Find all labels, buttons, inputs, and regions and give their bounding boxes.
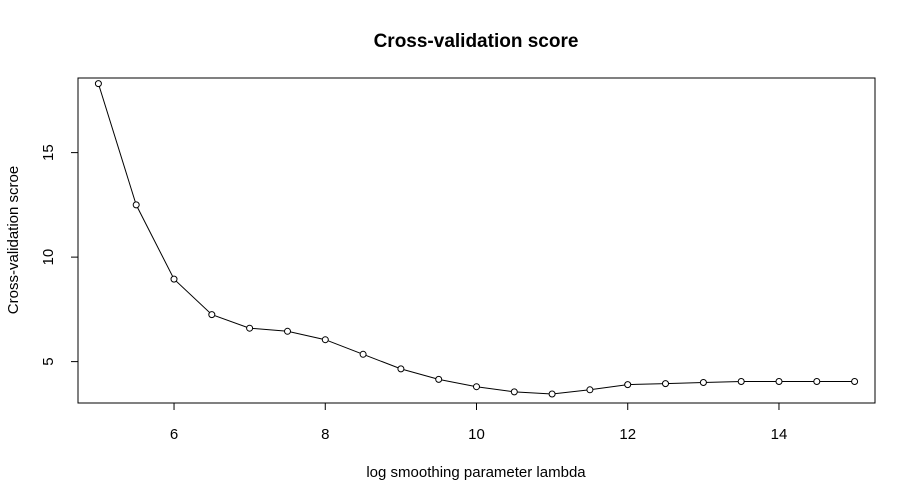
- data-point: [737, 378, 745, 385]
- data-point: [170, 275, 178, 283]
- y-tick-label: 15: [40, 144, 57, 161]
- y-axis: 5 10 15: [40, 144, 78, 366]
- data-point: [397, 365, 405, 373]
- data-point: [208, 311, 216, 319]
- data-point: [359, 350, 367, 358]
- x-axis: 6 8 10 12 14: [170, 403, 787, 443]
- data-point: [510, 388, 518, 396]
- data-point: [699, 379, 707, 386]
- y-tick-label: 5: [40, 357, 57, 365]
- data-points: [94, 80, 859, 398]
- data-point: [435, 375, 443, 383]
- data-point: [851, 378, 859, 385]
- x-tick-label: 12: [619, 426, 636, 443]
- data-point: [284, 327, 291, 335]
- data-point: [246, 324, 254, 332]
- data-point: [662, 380, 669, 388]
- x-tick-label: 14: [771, 426, 788, 443]
- data-point: [586, 386, 594, 394]
- data-point: [775, 378, 783, 385]
- x-tick-label: 8: [321, 426, 329, 443]
- plot-frame: [77, 77, 876, 404]
- data-point: [132, 201, 140, 209]
- y-axis-label: Cross-validation scroe: [5, 166, 22, 314]
- series-line: [97, 83, 855, 395]
- data-point: [94, 80, 102, 88]
- data-point: [548, 390, 556, 398]
- x-tick-label: 10: [468, 426, 485, 443]
- data-point: [321, 336, 329, 344]
- y-tick-label: 10: [40, 249, 57, 266]
- x-axis-label: log smoothing parameter lambda: [366, 464, 586, 481]
- data-point: [624, 381, 632, 389]
- chart-title: Cross-validation score: [374, 31, 579, 52]
- data-point: [473, 383, 480, 391]
- x-tick-label: 6: [170, 426, 178, 443]
- data-point: [813, 378, 821, 385]
